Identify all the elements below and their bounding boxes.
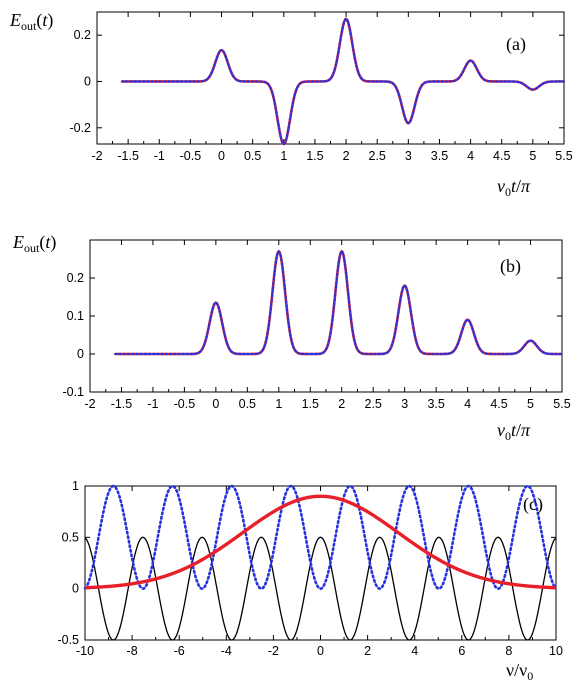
panel-b-series-dotted	[114, 249, 564, 356]
panel-c-xtick-label: 8	[505, 644, 512, 658]
panel-b-ylabel: Eout(t)	[12, 232, 56, 255]
panel-a-xlabel: v0t/π	[497, 176, 531, 199]
panel-a: -2 -1.5 -1 -0.5 0 0.5 1 1.5 2 2.5 3 3.5 4 4.5 5 5.5 -0.2…	[9, 10, 573, 199]
panel-c-xtick-label: 4	[411, 644, 418, 658]
panel-b-xtick-label: 4.5	[490, 397, 507, 411]
panel-c-xtick-label: -2	[268, 644, 279, 658]
panel-a-xtick-label: 1	[280, 149, 287, 163]
panel-a-xtick-label: 4.5	[493, 149, 510, 163]
panel-c-series-red	[84, 494, 557, 590]
panel-b-xtick-label: 1	[275, 397, 282, 411]
panel-b-xlabel: v0t/π	[497, 420, 531, 443]
panel-c-axes: -10 -8 -6 -4 -2 0 2 4 6 8 10 -0.5 0 0.5 1	[57, 479, 563, 658]
panel-b-xtick-label: 2.5	[365, 397, 382, 411]
panel-c-xtick-label: -6	[174, 644, 185, 658]
panel-a-xtick-label: -0.5	[180, 149, 202, 163]
panel-c-xtick-label: -4	[221, 644, 232, 658]
panel-c-ytick-label: 0	[72, 582, 79, 596]
panel-c-series-blue-dotted	[83, 484, 558, 590]
panel-c-label: (c)	[523, 494, 543, 515]
panel-c-xtick-label: 6	[458, 644, 465, 658]
panel-c-xtick-label: 0	[317, 644, 324, 658]
panel-a-xtick-label: 0.5	[244, 149, 261, 163]
panel-c-series-black	[84, 536, 557, 641]
panel-a-xtick-label: 0	[218, 149, 225, 163]
panel-a-axes: -2 -1.5 -1 -0.5 0 0.5 1 1.5 2 2.5 3 3.5 4 4.5 5 5.5 -0.2…	[69, 11, 573, 163]
panel-b-ytick-label: 0	[77, 347, 84, 361]
panel-a-series-dotted	[120, 17, 566, 146]
panel-a-xtick-label: 1.5	[306, 149, 323, 163]
panel-c-ytick-label: -0.5	[57, 633, 79, 647]
panel-c-xlabel: ν/ν0	[506, 660, 533, 683]
panel-b-xtick-label: -0.5	[174, 397, 196, 411]
panel-c: -10 -8 -6 -4 -2 0 2 4 6 8 10 -0.5 0 0.5 1 (c) ν/ν0	[57, 479, 563, 683]
panel-a-xtick-label: 2	[343, 149, 350, 163]
panel-a-xtick-label: 2.5	[369, 149, 386, 163]
panel-b-marks	[114, 249, 564, 356]
panel-a-xtick-label: 5.5	[555, 149, 572, 163]
panel-c-ytick-label: 0.5	[62, 530, 79, 544]
panel-a-ylabel: Eout(t)	[9, 10, 53, 33]
panel-b-xtick-label: 0.5	[239, 397, 256, 411]
panel-b-xtick-label: 0	[212, 397, 219, 411]
panel-b-axes: -2 -1.5 -1 -0.5 0 0.5 1 1.5 2 2.5 3 3.5 4 4.5 5 5.5 -0.1…	[62, 239, 571, 411]
panel-b-xtick-label: 3	[401, 397, 408, 411]
panel-a-ytick-label: -0.2	[69, 121, 91, 135]
panel-c-frame	[84, 485, 557, 641]
panel-b-label: (b)	[500, 256, 521, 277]
panel-b-xtick-label: 5.5	[553, 397, 570, 411]
panel-b-ytick-label: -0.1	[62, 385, 84, 399]
panel-b-xtick-label: 5	[527, 397, 534, 411]
panel-c-ytick-label: 1	[72, 479, 79, 493]
panel-b-xtick-label: 2	[338, 397, 345, 411]
panel-c-marks	[83, 484, 558, 641]
panel-c-xtick-label: 10	[549, 644, 563, 658]
panel-a-label: (a)	[506, 34, 526, 55]
panel-c-xtick-label: -8	[127, 644, 138, 658]
panel-a-labels: (a) Eout(t) v0t/π	[9, 10, 531, 199]
panel-a-xtick-label: -1	[154, 149, 165, 163]
panel-b-ytick-label: 0.1	[67, 309, 84, 323]
panel-a-marks	[120, 17, 566, 146]
panel-c-xtick-label: 2	[364, 644, 371, 658]
panel-b: -2 -1.5 -1 -0.5 0 0.5 1 1.5 2 2.5 3 3.5 4 4.5 5 5.5 -0.1…	[12, 232, 571, 443]
panel-b-xtick-label: 4	[464, 397, 471, 411]
panel-c-labels: (c) ν/ν0	[506, 494, 543, 683]
panel-a-xtick-label: 5	[529, 149, 536, 163]
panel-a-ytick-label: 0	[84, 74, 91, 88]
panel-a-xtick-label: -1.5	[117, 149, 139, 163]
panel-a-xtick-label: 4	[467, 149, 474, 163]
panel-b-xtick-label: -1	[147, 397, 158, 411]
panel-b-ytick-label: 0.2	[67, 271, 84, 285]
panel-b-xtick-label: 1.5	[302, 397, 319, 411]
panel-a-xtick-label: 3	[405, 149, 412, 163]
panel-b-xtick-label: 3.5	[427, 397, 444, 411]
panel-b-xtick-label: -2	[84, 397, 95, 411]
panel-c-xtick-label: -10	[76, 644, 94, 658]
panel-a-ytick-label: 0.2	[74, 28, 91, 42]
panel-b-xtick-label: -1.5	[111, 397, 133, 411]
panel-a-xtick-label: 3.5	[431, 149, 448, 163]
panel-b-frame	[89, 239, 563, 393]
panel-b-labels: (b) Eout(t) v0t/π	[12, 232, 531, 443]
panel-a-xtick-label: -2	[91, 149, 102, 163]
